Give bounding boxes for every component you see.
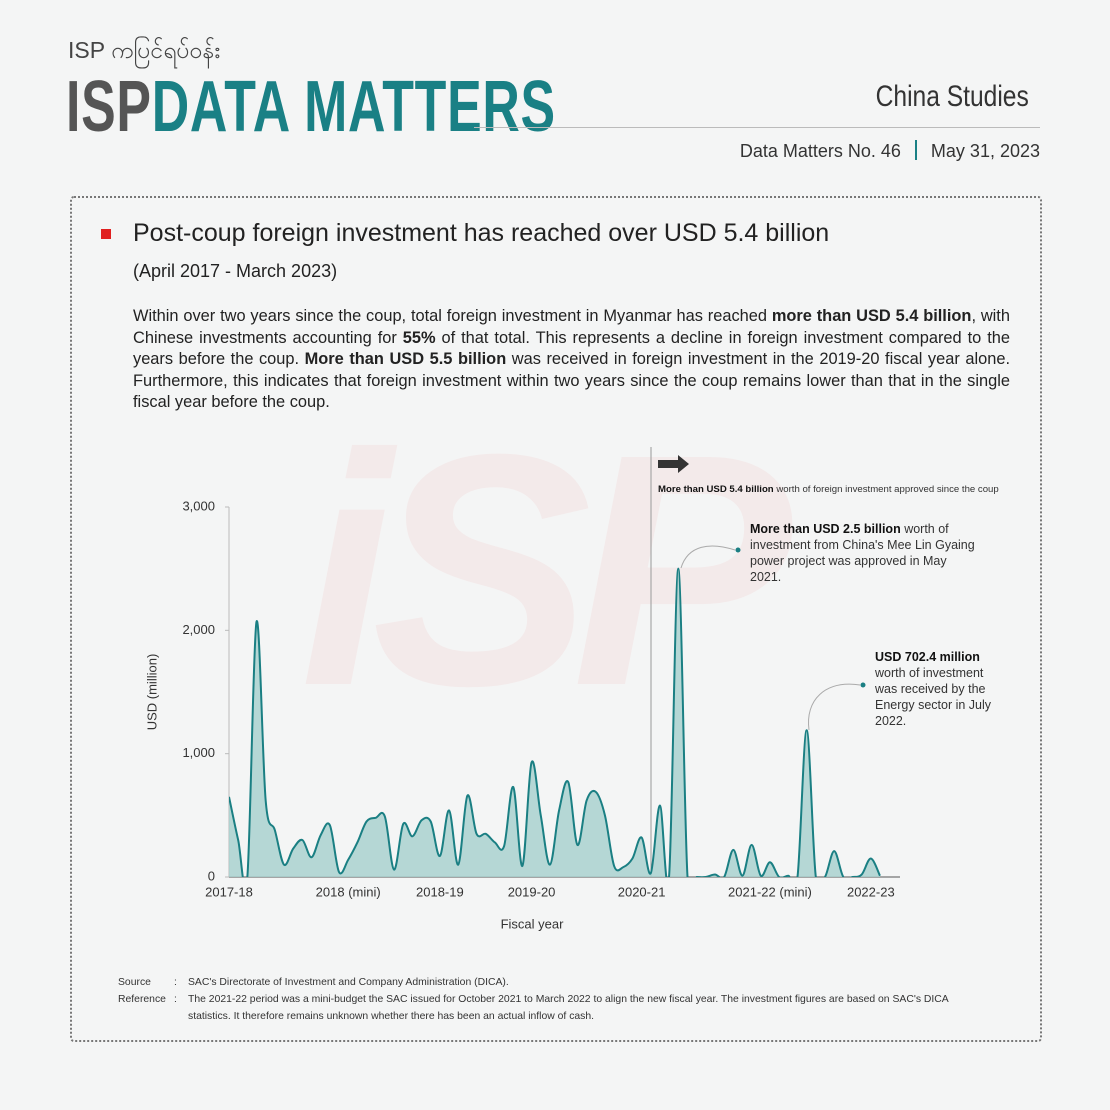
annotation-meelin: More than USD 2.5 billion worth of inves… bbox=[750, 521, 975, 585]
footnote-sep: : bbox=[174, 977, 177, 988]
footnote: Reference: The 2021-22 period was a mini-… bbox=[118, 991, 978, 1025]
date: May 31, 2023 bbox=[930, 141, 1040, 161]
leader-dot bbox=[860, 682, 866, 688]
annotation-text: worth of investment was received by the … bbox=[875, 666, 992, 728]
dot bbox=[467, 124, 474, 131]
body-bold: more than USD 5.4 billion bbox=[771, 307, 972, 325]
body-bold: More than USD 5.5 billion bbox=[304, 350, 507, 369]
rule bbox=[474, 127, 1040, 128]
divider bbox=[914, 140, 917, 160]
footnote-label: Source bbox=[118, 977, 151, 988]
area bbox=[229, 568, 880, 877]
headline: Post-coup foreign investment has reached… bbox=[133, 219, 830, 247]
footnote-label: Reference bbox=[118, 994, 166, 1005]
x-tick-label: 2019-20 bbox=[508, 884, 556, 899]
annotation-coup: More than USD 5.4 billion worth of forei… bbox=[658, 482, 999, 498]
body-text: Within over two years since the coup, to… bbox=[133, 307, 772, 325]
period: (April 2017 - March 2023) bbox=[133, 261, 338, 281]
footnote-sep: : bbox=[174, 994, 177, 1005]
footnote-text: SAC's Directorate of Investment and Comp… bbox=[188, 977, 509, 988]
x-tick-label: 2018 (mini) bbox=[316, 884, 381, 899]
annotation-bold: USD 702.4 million bbox=[875, 650, 980, 664]
x-tick-label: 2022-23 bbox=[847, 884, 895, 899]
issue: Data Matters No. 46 bbox=[739, 141, 901, 161]
brand-isp: ISP bbox=[66, 67, 152, 147]
watermark: iSP bbox=[300, 385, 792, 754]
body-text: was received in foreign investment in th… bbox=[133, 350, 1010, 412]
brand: ISPDATA MATTERS bbox=[66, 66, 556, 148]
leader-dot bbox=[735, 547, 741, 553]
annotation-bold: More than USD 2.5 billion bbox=[750, 522, 901, 536]
leader bbox=[680, 545, 736, 569]
y-tick-label: 0 bbox=[208, 868, 215, 883]
x-tick-label: 2020-21 bbox=[618, 884, 666, 899]
annotation-energy: USD 702.4 million worth of investment wa… bbox=[875, 649, 1005, 729]
y-tick-label: 3,000 bbox=[182, 498, 215, 513]
line bbox=[229, 567, 881, 877]
body: Within over two years since the coup, to… bbox=[133, 306, 1010, 414]
kicker: ISP ကပြင်ရပ်ဝန်း bbox=[68, 37, 221, 63]
y-axis-label: USD (million) bbox=[144, 654, 159, 731]
annotation-text: worth of investment from China's Mee Lin… bbox=[750, 522, 975, 584]
brand-dm: DATA MATTERS bbox=[151, 67, 556, 147]
leader bbox=[808, 683, 861, 731]
body-text: of that total. This represents a decline… bbox=[133, 328, 1010, 369]
x-tick-label: 2018-19 bbox=[416, 884, 464, 899]
footnote: Source: SAC's Directorate of Investment a… bbox=[118, 974, 978, 991]
annotation-text: worth of foreign investment approved sin… bbox=[773, 484, 999, 495]
footnote-text: The 2021-22 period was a mini-budget the… bbox=[188, 994, 949, 1022]
issue-line: Data Matters No. 46 May 31, 2023 bbox=[740, 140, 1040, 162]
footnotes: Source: SAC's Directorate of Investment a… bbox=[118, 974, 978, 1025]
annotation-bold: More than USD 5.4 billion bbox=[658, 484, 774, 495]
x-tick-label: 2021-22 (mini) bbox=[728, 884, 812, 899]
coup-arrow bbox=[658, 455, 689, 473]
body-bold: 55% bbox=[402, 328, 436, 347]
x-axis-label: Fiscal year bbox=[501, 916, 565, 931]
body-text: , with Chinese investments accounting fo… bbox=[133, 307, 1010, 347]
panel bbox=[70, 196, 1042, 1042]
y-tick-label: 2,000 bbox=[182, 622, 215, 637]
section: China Studies bbox=[875, 80, 1029, 113]
bullet bbox=[101, 229, 111, 239]
y-tick-label: 1,000 bbox=[182, 745, 215, 760]
x-tick-label: 2017-18 bbox=[205, 884, 253, 899]
